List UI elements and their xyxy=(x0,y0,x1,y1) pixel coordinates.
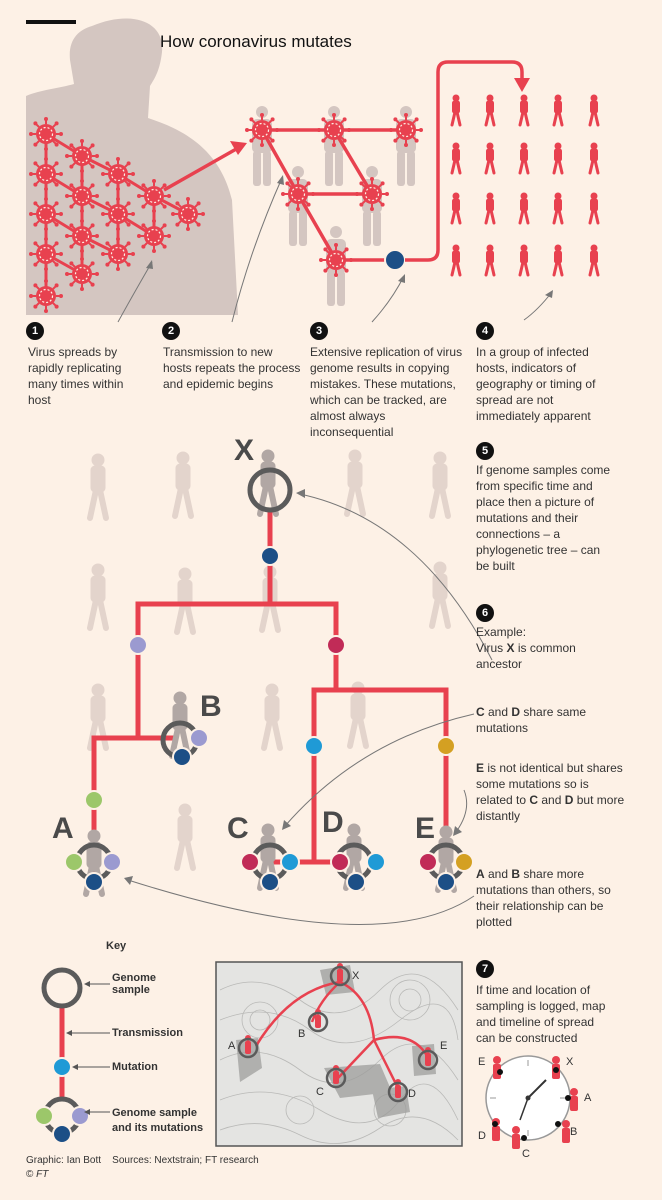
map-label-x: X xyxy=(352,970,360,982)
step-5-number: 5 xyxy=(476,442,494,460)
note-cd-c: C xyxy=(476,705,485,719)
infected-person-icon xyxy=(484,141,496,175)
map-panel xyxy=(215,961,463,1147)
note-ab-and: and xyxy=(484,867,512,881)
note-e-d: D xyxy=(564,793,574,807)
step-5-text: If genome samples come from specific tim… xyxy=(476,463,611,573)
map-label-d: D xyxy=(408,1088,416,1100)
step-6-text: Example: Virus X is common ancestor xyxy=(476,624,596,672)
note-e-and: and xyxy=(538,793,565,807)
infected-person-icon xyxy=(484,93,496,127)
note-cd: C and D share same mutations xyxy=(476,704,606,736)
tree-label-x: X xyxy=(234,434,255,467)
credit-ft: FT xyxy=(36,1169,49,1180)
step-6-post: is common ancestor xyxy=(476,641,576,671)
step-4-text: In a group of infected hosts, indicators… xyxy=(476,345,596,423)
infected-person-icon xyxy=(518,93,530,127)
infected-person-icon xyxy=(450,243,462,277)
step-6-pre: Virus xyxy=(476,641,507,655)
step-7-number: 7 xyxy=(476,960,494,978)
tree-label-c: C xyxy=(227,812,249,845)
infected-person-icon xyxy=(552,141,564,175)
note-e-mid: is not identical but shares some mutatio… xyxy=(476,761,623,807)
header-rule xyxy=(26,20,76,24)
map-label-a: A xyxy=(228,1040,236,1052)
tree-label-b: B xyxy=(200,690,222,723)
step-6-bold: X xyxy=(506,641,515,655)
spread-arrowhead xyxy=(230,141,247,155)
spread-to-group-line xyxy=(405,60,524,262)
spread-arrow xyxy=(163,146,239,192)
pointer-arrowheads-top xyxy=(146,175,553,298)
step-3-number: 3 xyxy=(310,322,328,340)
note-ab-a: A xyxy=(476,867,485,881)
infected-person-icon xyxy=(588,93,600,127)
map-label-e: E xyxy=(440,1040,448,1052)
infected-person-icon xyxy=(588,191,600,225)
clock-label-x: X xyxy=(566,1056,574,1068)
note-cd-post: share same mutations xyxy=(476,705,587,735)
note-cd-and: and xyxy=(484,705,512,719)
note-ab-post: share more mutations than others, so the… xyxy=(476,867,611,929)
key-genome-sample: Genome sample xyxy=(112,972,157,996)
map-label-c: C xyxy=(316,1086,324,1098)
page-title: How coronavirus mutates xyxy=(160,32,352,51)
step-7-text: If time and location of sampling is logg… xyxy=(476,983,606,1045)
infected-person-icon xyxy=(450,141,462,175)
infected-person-icon xyxy=(518,141,530,175)
step-6-intro: Example: xyxy=(476,625,527,639)
credits: Graphic: Ian Bott Sources: Nextstrain; F… xyxy=(26,1155,259,1180)
note-ab-b: B xyxy=(511,867,521,881)
clock-label-e: E xyxy=(478,1056,486,1068)
infected-group xyxy=(450,93,600,277)
credit-sources: Sources: Nextstrain; FT research xyxy=(112,1155,259,1166)
note-ab: A and B share more mutations than others… xyxy=(476,866,616,930)
infected-person-icon xyxy=(518,243,530,277)
infected-person-icon xyxy=(588,141,600,175)
infected-person-icon xyxy=(552,191,564,225)
clock-label-b: B xyxy=(570,1126,578,1138)
step-1-number: 1 xyxy=(26,322,44,340)
infected-person-icon xyxy=(450,93,462,127)
key-transmission: Transmission xyxy=(112,1027,183,1039)
clock xyxy=(485,1055,578,1149)
tree-mutations xyxy=(64,546,474,892)
step-2-number: 2 xyxy=(162,322,180,340)
tree-label-d: D xyxy=(322,806,344,839)
step-2-text: Transmission to new hosts repeats the pr… xyxy=(163,345,301,391)
infected-person-icon xyxy=(588,243,600,277)
clock-label-d: D xyxy=(478,1130,486,1142)
note-e: E is not identical but shares some mutat… xyxy=(476,760,626,824)
tree-pointer-heads xyxy=(124,489,462,885)
infected-person-icon xyxy=(552,93,564,127)
key-mutation: Mutation xyxy=(112,1061,158,1073)
infected-person-icon xyxy=(484,243,496,277)
infected-person-icon xyxy=(450,191,462,225)
clock-label-c: C xyxy=(522,1148,530,1160)
map-label-b: B xyxy=(298,1028,306,1040)
infected-person-icon xyxy=(552,243,564,277)
tree-pointers xyxy=(127,493,493,925)
tree-label-e: E xyxy=(415,812,436,845)
key-graphic xyxy=(34,967,90,1144)
step-1-text: Virus spreads by rapidly replicating man… xyxy=(28,345,124,407)
first-mutation-dot xyxy=(384,249,406,271)
note-e-c: C xyxy=(529,793,539,807)
infected-person-icon xyxy=(518,191,530,225)
credit-graphic: Graphic: Ian Bott xyxy=(26,1155,102,1166)
key-title: Key xyxy=(106,940,127,952)
clock-label-a: A xyxy=(584,1092,592,1104)
note-e-post: but more distantly xyxy=(476,793,625,823)
key-sample-mutations: Genome sample and its mutations xyxy=(112,1107,204,1134)
tree-label-a: A xyxy=(52,812,74,845)
key-arrowheads xyxy=(66,981,90,1115)
step-6-number: 6 xyxy=(476,604,494,622)
infected-person-icon xyxy=(484,191,496,225)
step-3-text: Extensive replication of virus genome re… xyxy=(310,345,463,439)
step-4-number: 4 xyxy=(476,322,494,340)
note-cd-d: D xyxy=(511,705,521,719)
group-arrowhead xyxy=(514,78,530,92)
note-e-e: E xyxy=(476,761,485,775)
